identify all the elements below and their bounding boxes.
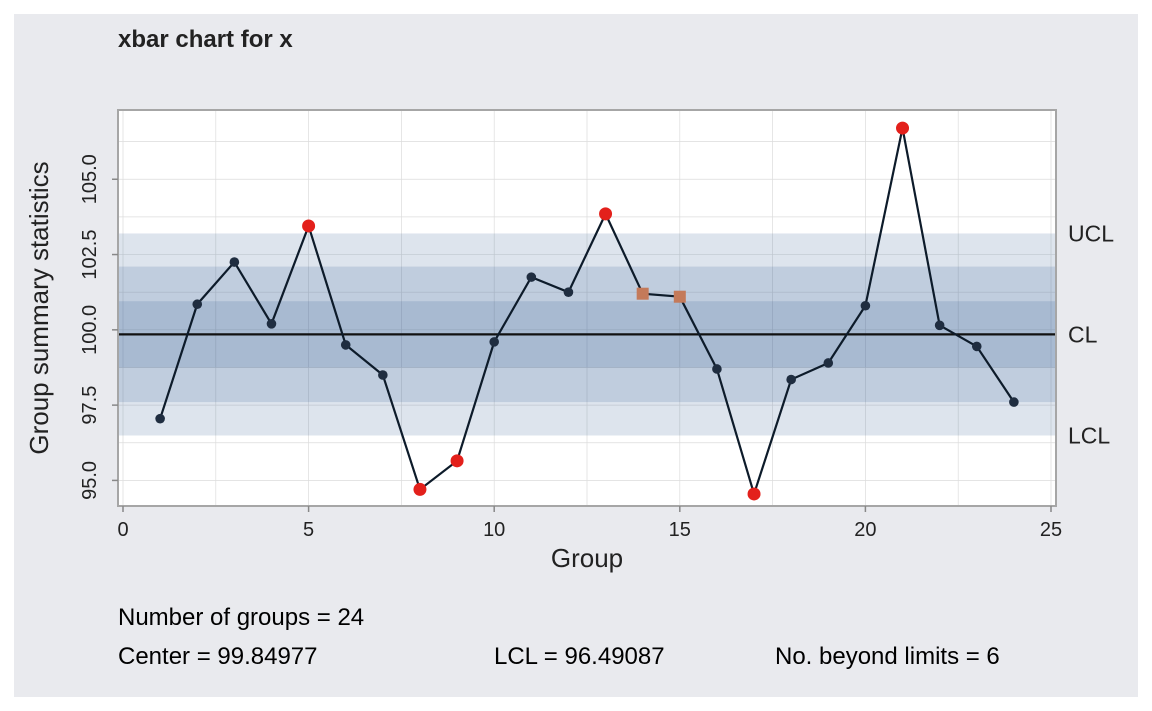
data-point [860,300,871,311]
data-point [563,287,574,297]
data-point [378,370,388,380]
data-point [1009,397,1019,407]
data-point [786,374,796,385]
data-point-beyond [413,482,427,496]
plot-border [117,109,1057,507]
lcl-text: LCL = 96.49087 [494,643,665,670]
data-point [971,341,982,352]
beyond-limits-text: No. beyond limits = 6 [775,643,1000,670]
data-point [934,320,945,331]
data-point [823,358,834,368]
data-point [155,413,165,424]
y-tick-label: 102.5 [79,230,101,280]
x-tick-label: 15 [669,519,691,541]
y-tick-label: 97.5 [79,386,101,425]
y-tick-label: 105.0 [79,154,101,204]
data-point [192,299,203,310]
x-tick-label: 20 [854,519,876,541]
data-point-beyond [450,454,464,468]
data-point-violating [636,287,649,300]
y-axis-label: Group summary statistics [24,161,54,454]
chart-title: xbar chart for x [118,26,293,53]
xbar-chart: xbar chart for x UCL CL LCL 0 5 10 15 20 25 95.0 97… [24,26,1114,573]
data-point-beyond [599,207,613,221]
data-point-violating [673,290,686,303]
series-line [159,127,1015,498]
number-of-groups-text: Number of groups = 24 [118,604,365,631]
x-tick-label: 5 [303,519,314,541]
x-axis-label: Group [551,543,623,573]
limit-label-ucl: UCL [1068,220,1114,246]
data-point [712,364,722,374]
data-point [340,340,351,350]
chart-panel: xbar chart for x UCL CL LCL 0 5 10 15 20 25 95.0 97… [14,14,1138,697]
data-point [266,319,277,329]
data-point-beyond [747,487,761,501]
limit-label-cl: CL [1068,321,1098,347]
x-tick-label: 10 [483,519,505,541]
x-tick-label: 25 [1040,519,1062,541]
data-point-beyond [302,219,316,233]
x-tick-label: 0 [117,519,128,541]
data-point-beyond [896,121,910,135]
y-tick-label: 95.0 [79,461,101,500]
center-text: Center = 99.84977 [118,643,318,670]
data-point [489,337,500,347]
limit-label-lcl: LCL [1068,423,1110,449]
data-point [229,257,240,267]
data-point [526,272,537,282]
y-tick-label: 100.0 [79,305,101,355]
